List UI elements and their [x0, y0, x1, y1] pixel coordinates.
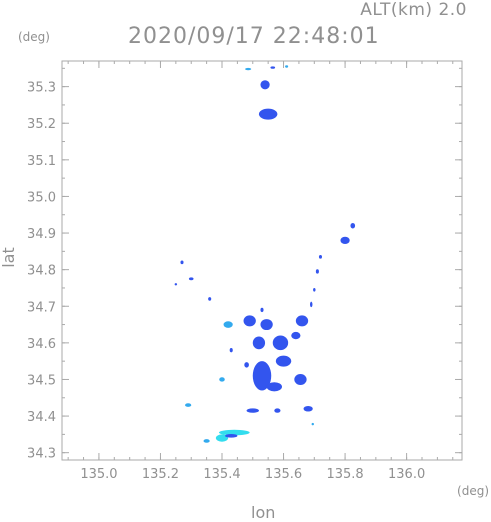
echo-cell — [311, 422, 314, 426]
y-tick-label: 34.6 — [27, 337, 56, 352]
echo-cell — [303, 406, 313, 412]
echo-cell — [215, 434, 229, 442]
echo-cell — [243, 315, 256, 327]
x-tick-label: 135.0 — [80, 467, 117, 482]
echo-cell — [260, 319, 273, 331]
echo-cell — [260, 307, 264, 313]
altitude-label: ALT(km) 2.0 — [360, 0, 467, 20]
x-tick-label: 135.4 — [203, 467, 240, 482]
echo-cell — [266, 382, 282, 392]
echo-cell — [313, 287, 316, 292]
y-tick-label: 34.3 — [27, 447, 56, 462]
echo-cell — [219, 377, 225, 382]
y-tick-label: 34.9 — [27, 227, 56, 242]
echo-cell — [350, 222, 356, 229]
y-tick-label: 34.4 — [27, 410, 56, 425]
axis-ticks: 135.0 135.2 135.4 135.6 135.8 136.0 34.3 34.4 34… — [27, 61, 462, 482]
echo-cell — [275, 355, 292, 367]
echo-cell — [270, 66, 276, 69]
echo-cell — [252, 336, 266, 350]
echo-cell — [218, 429, 250, 436]
y-unit-label: (deg) — [18, 30, 50, 44]
echo-cell — [223, 321, 233, 328]
echo-cell — [274, 408, 281, 413]
echo-cell — [246, 408, 259, 413]
echo-cell — [188, 277, 194, 281]
echo-cell — [245, 67, 252, 71]
echo-cells — [174, 65, 356, 443]
echo-cell — [203, 439, 210, 443]
y-tick-label: 34.7 — [27, 300, 56, 315]
echo-cell — [252, 361, 272, 391]
echo-cell — [295, 315, 309, 327]
timestamp-title: 2020/09/17 22:48:01 — [128, 24, 380, 49]
x-unit-label: (deg) — [457, 484, 489, 498]
x-tick-label: 136.0 — [388, 467, 425, 482]
echo-cell — [185, 403, 192, 407]
echo-cell — [285, 65, 289, 68]
echo-cell — [315, 269, 319, 274]
echo-cell — [340, 236, 350, 245]
echo-cell — [272, 335, 289, 351]
y-tick-label: 34.5 — [27, 373, 56, 388]
echo-cell — [225, 434, 238, 438]
y-tick-label: 35.1 — [27, 154, 56, 169]
echo-cell — [310, 301, 313, 308]
x-tick-label: 135.8 — [326, 467, 363, 482]
y-tick-label: 35.3 — [27, 81, 56, 96]
echo-cell — [318, 255, 323, 259]
echo-cell — [174, 283, 178, 286]
echo-cell — [208, 297, 212, 301]
echo-cell — [294, 373, 307, 385]
plot-frame — [61, 60, 463, 461]
y-tick-label: 34.8 — [27, 264, 56, 279]
echo-cell — [260, 80, 270, 90]
echo-cell — [229, 347, 233, 353]
echo-cell — [258, 108, 278, 120]
y-tick-label: 35.0 — [27, 190, 56, 205]
echo-cell — [291, 331, 301, 340]
y-tick-label: 35.2 — [27, 117, 56, 132]
echo-cell — [180, 260, 184, 265]
echo-cell — [244, 362, 249, 368]
x-tick-label: 135.6 — [265, 467, 302, 482]
x-tick-label: 135.2 — [142, 467, 179, 482]
x-axis-title: lon — [251, 503, 276, 522]
